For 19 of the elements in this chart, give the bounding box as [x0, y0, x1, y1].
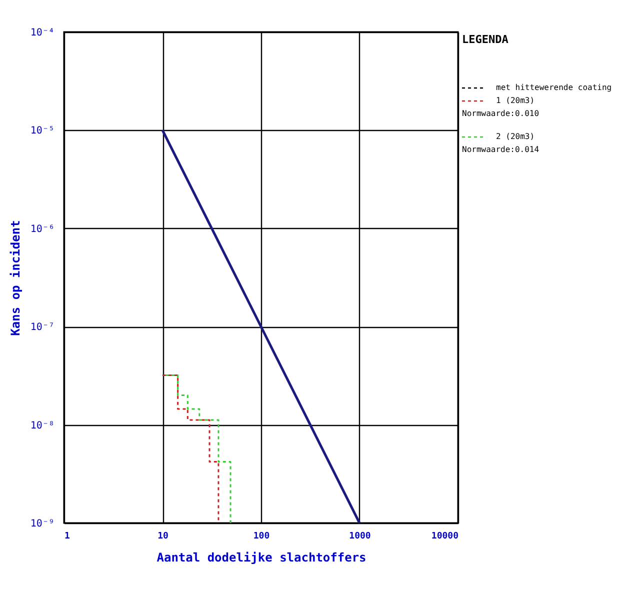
y-axis-title: Kans op incident [8, 220, 22, 336]
legend-label: 2 (20m3) [496, 132, 535, 141]
legend-title: LEGENDA [462, 33, 509, 46]
x-tick-label: 1 [64, 532, 70, 542]
y-tick-label: 10⁻⁴ [30, 28, 54, 38]
x-tick-label: 1000 [349, 532, 371, 542]
text: Normwaarde:0.014 [462, 145, 540, 154]
text: Normwaarde:0.010 [462, 109, 540, 118]
y-tick-label: 10⁻⁷ [30, 322, 54, 334]
x-tick-label: 10 [158, 532, 168, 542]
y-tick-label: 10⁻⁸ [30, 420, 54, 432]
x-tick-label: 10000 [431, 532, 458, 542]
y-tick-label: 10⁻⁹ [30, 518, 54, 530]
y-tick-label: 10⁻⁵ [30, 126, 54, 137]
legend-label: 1 (20m3) [496, 96, 535, 105]
x-axis-title: Aantal dodelijke slachtoffers [156, 550, 366, 564]
legend-label: met hittewerende coating [496, 83, 612, 92]
x-tick-label: 100 [253, 532, 270, 542]
y-tick-label: 10⁻⁶ [30, 224, 54, 235]
